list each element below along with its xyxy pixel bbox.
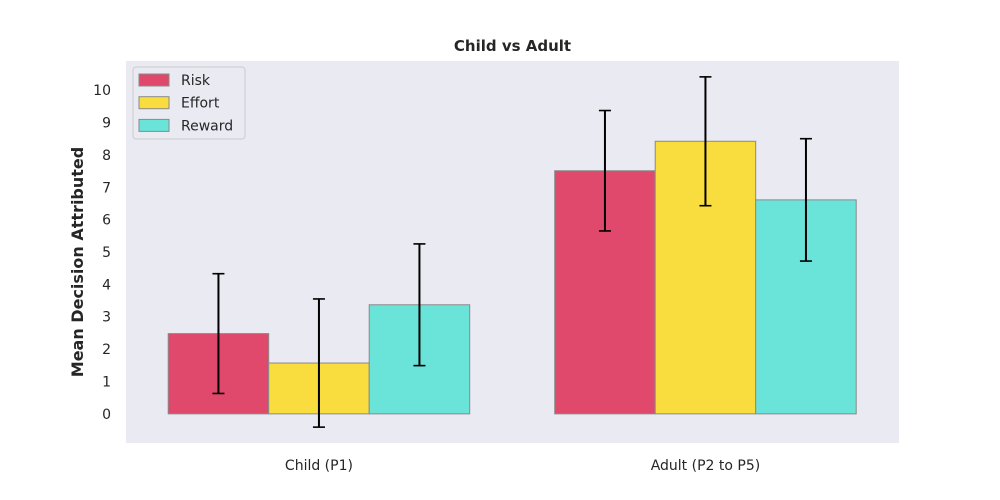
legend: Risk Effort Reward [132, 66, 246, 140]
bar-reward [755, 199, 857, 415]
y-tick-label: 4 [102, 277, 111, 293]
y-tick-label: 10 [93, 83, 111, 99]
y-tick-label: 1 [102, 374, 111, 390]
bars-group [167, 140, 857, 415]
x-tick-label: Child (P1) [285, 458, 353, 474]
legend-label-reward: Reward [181, 118, 233, 134]
y-tick-label: 3 [102, 310, 111, 326]
legend-label-risk: Risk [181, 73, 211, 89]
chart-title: Child vs Adult [454, 37, 571, 55]
y-axis: 0 1 2 3 4 5 6 7 8 9 10 [93, 83, 111, 423]
y-tick-label: 2 [102, 342, 111, 358]
y-axis-label: Mean Decision Attributed [68, 147, 87, 377]
y-tick-label: 5 [102, 245, 111, 261]
x-axis: Child (P1) Adult (P2 to P5) [285, 458, 760, 474]
y-tick-label: 7 [102, 180, 111, 196]
y-tick-label: 9 [102, 116, 111, 132]
y-tick-label: 8 [102, 148, 111, 164]
legend-swatch-risk [138, 73, 170, 87]
x-tick-label: Adult (P2 to P5) [651, 458, 761, 474]
legend-swatch-reward [138, 118, 170, 132]
error-bars-group [212, 76, 812, 428]
legend-label-effort: Effort [181, 96, 220, 112]
y-tick-label: 0 [102, 407, 111, 423]
y-tick-label: 6 [102, 213, 111, 229]
legend-swatch-effort [138, 96, 170, 110]
